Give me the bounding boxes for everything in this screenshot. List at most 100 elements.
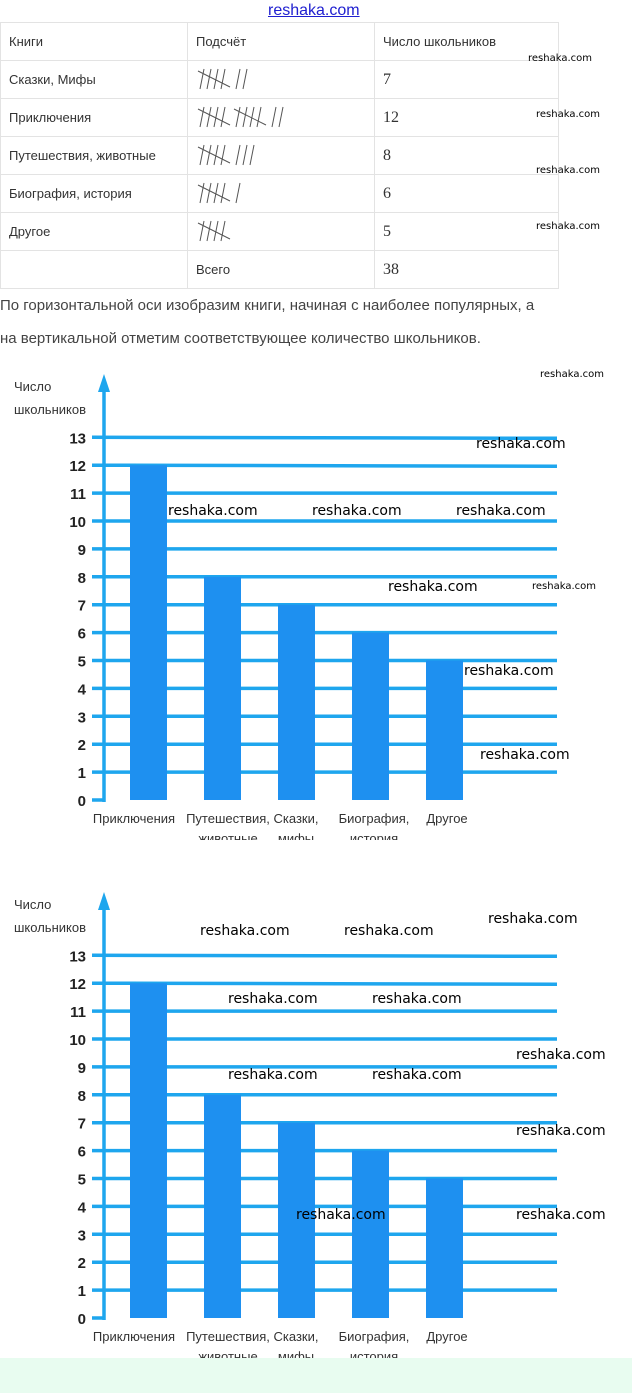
y-tick-label: 8 <box>78 570 86 587</box>
x-tick-label: Приключения <box>93 811 175 826</box>
y-tick-label: 13 <box>69 430 86 447</box>
header-tally: Подсчёт <box>187 22 375 61</box>
watermark-text: reshaka.com <box>516 1207 606 1223</box>
table-total-row: Всего 38 <box>0 250 559 289</box>
watermark-text: reshaka.com <box>464 663 554 679</box>
y-tick-label: 0 <box>78 1311 86 1328</box>
y-axis-label: Число <box>14 379 51 394</box>
paragraph-line-2: на вертикальной отметим соответствующее … <box>0 330 481 347</box>
y-tick-label: 10 <box>69 514 86 531</box>
table-row: Сказки, Мифы 7 <box>0 60 559 99</box>
total-value: 38 <box>374 250 559 289</box>
y-tick-label: 4 <box>78 1199 87 1216</box>
gridline <box>91 953 558 959</box>
y-tick-label: 2 <box>78 737 86 754</box>
bar <box>352 632 389 800</box>
tally-marks <box>187 60 375 99</box>
watermark-text: reshaka.com <box>456 503 546 519</box>
watermark-text: reshaka.com <box>536 165 600 176</box>
student-count: 7 <box>374 60 559 99</box>
student-count: 6 <box>374 174 559 213</box>
y-axis-arrow <box>98 374 110 392</box>
x-tick-label: животные <box>198 1349 257 1358</box>
watermark-text: reshaka.com <box>344 923 434 939</box>
watermark-text: reshaka.com <box>540 369 604 380</box>
book-name: Биография, история <box>0 174 188 213</box>
reshaka-link[interactable]: reshaka.com <box>268 2 360 19</box>
watermark-text: reshaka.com <box>200 923 290 939</box>
bar <box>204 576 241 800</box>
x-tick-label: Биография, <box>339 1329 410 1344</box>
table-row: Путешествия, животные 8 <box>0 136 559 175</box>
table-row: Другое 5 <box>0 212 559 251</box>
watermark-text: reshaka.com <box>388 579 478 595</box>
gridline <box>91 435 558 441</box>
y-tick-label: 1 <box>78 765 86 782</box>
x-tick-label: Приключения <box>93 1329 175 1344</box>
watermark-text: reshaka.com <box>312 503 402 519</box>
tally-marks <box>187 212 375 251</box>
tally-table: Книги Подсчёт Число школьников Сказки, М… <box>0 22 559 289</box>
paragraph-line-1: По горизонтальной оси изобразим книги, н… <box>0 297 535 314</box>
x-tick-label: Путешествия, <box>186 1329 270 1344</box>
y-tick-label: 9 <box>78 542 86 559</box>
gridline <box>91 981 558 986</box>
watermark-text: reshaka.com <box>228 991 318 1007</box>
bar <box>426 660 463 800</box>
x-tick-label: Другое <box>426 1329 467 1344</box>
tally-marks <box>187 136 375 175</box>
y-tick-label: 4 <box>78 681 87 698</box>
y-tick-label: 10 <box>69 1032 86 1049</box>
watermark-text: reshaka.com <box>476 436 566 452</box>
watermark-text: reshaka.com <box>168 503 258 519</box>
bar-chart-2: Числошкольников012345678910111213Приключ… <box>14 892 558 1358</box>
tally-marks <box>187 98 375 137</box>
bar-chart-1: Числошкольников012345678910111213Приключ… <box>14 374 558 840</box>
tally-marks <box>187 174 375 213</box>
watermark-text: reshaka.com <box>528 53 592 64</box>
watermark-text: reshaka.com <box>536 109 600 120</box>
bottom-strip <box>0 1358 632 1393</box>
student-count: 5 <box>374 212 559 251</box>
watermark-text: reshaka.com <box>536 221 600 232</box>
table-header-row: Книги Подсчёт Число школьников <box>0 22 559 61</box>
y-axis-label: школьников <box>14 920 86 935</box>
student-count: 12 <box>374 98 559 137</box>
watermark-text: reshaka.com <box>372 991 462 1007</box>
y-tick-label: 7 <box>78 1116 86 1133</box>
book-name: Путешествия, животные <box>0 136 188 175</box>
header-books: Книги <box>0 22 188 61</box>
watermark-text: reshaka.com <box>296 1207 386 1223</box>
gridline <box>91 463 558 468</box>
x-tick-label: история <box>350 1349 398 1358</box>
y-axis-label: школьников <box>14 402 86 417</box>
x-tick-label: Сказки, <box>274 1329 319 1344</box>
x-tick-label: мифы <box>278 1349 314 1358</box>
watermark-text: reshaka.com <box>516 1123 606 1139</box>
y-axis-arrow <box>98 892 110 910</box>
watermark-text: reshaka.com <box>516 1047 606 1063</box>
y-tick-label: 6 <box>78 626 86 643</box>
tally-icon <box>197 144 255 166</box>
book-name: Сказки, Мифы <box>0 60 188 99</box>
bar <box>278 1122 315 1318</box>
table-row: Приключения 12 <box>0 98 559 137</box>
bar <box>204 1094 241 1318</box>
y-tick-label: 1 <box>78 1283 86 1300</box>
bar <box>278 604 315 800</box>
y-tick-label: 0 <box>78 793 86 810</box>
tally-icon <box>197 220 231 242</box>
y-tick-label: 9 <box>78 1060 86 1077</box>
book-name: Другое <box>0 212 188 251</box>
table-row: Биография, история 6 <box>0 174 559 213</box>
y-tick-label: 11 <box>70 486 86 503</box>
watermark-text: reshaka.com <box>488 911 578 927</box>
x-tick-label: Путешествия, <box>186 811 270 826</box>
y-tick-label: 3 <box>78 1227 86 1244</box>
bar <box>130 983 167 1318</box>
x-tick-label: животные <box>198 831 257 840</box>
watermark-text: reshaka.com <box>480 747 570 763</box>
y-tick-label: 3 <box>78 709 86 726</box>
x-tick-label: Биография, <box>339 811 410 826</box>
book-name: Приключения <box>0 98 188 137</box>
